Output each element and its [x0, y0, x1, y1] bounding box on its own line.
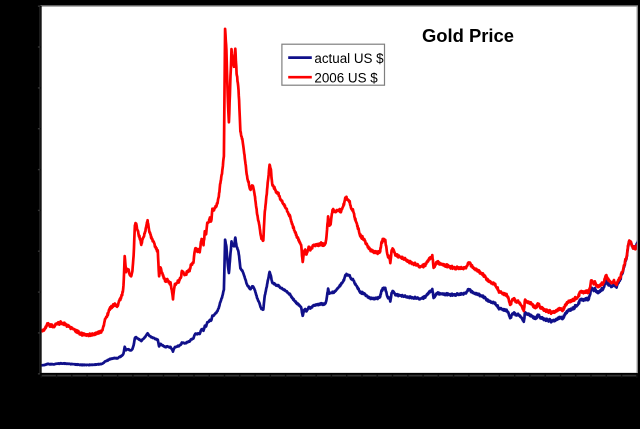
svg-text:actual US $: actual US $	[314, 51, 384, 66]
svg-text:Gold Price: Gold Price	[422, 25, 514, 46]
svg-text:2006 US $: 2006 US $	[314, 71, 378, 86]
